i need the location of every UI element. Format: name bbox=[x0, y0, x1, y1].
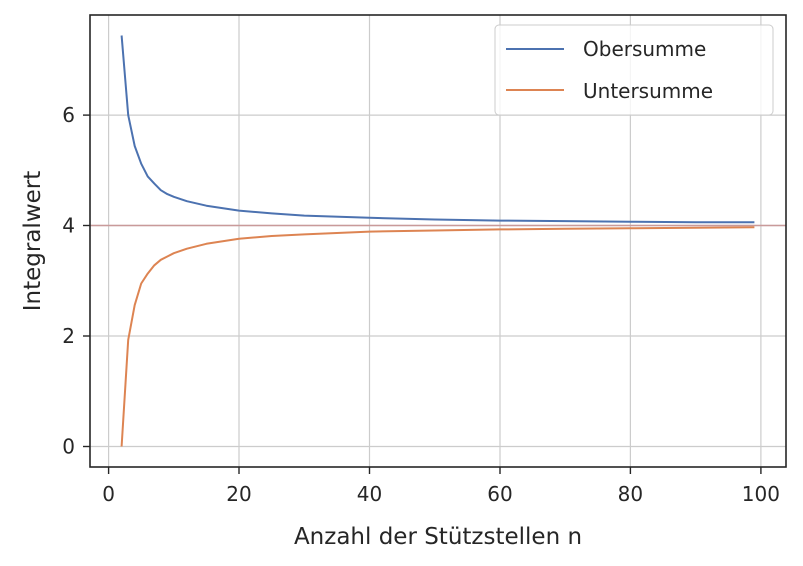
series-line-obersumme bbox=[120, 35, 755, 224]
y-tick-label: 6 bbox=[62, 103, 75, 127]
series-lines bbox=[120, 35, 755, 447]
legend-label-obersumme: Obersumme bbox=[583, 37, 706, 61]
plot-frame bbox=[89, 14, 787, 468]
legend-box bbox=[494, 24, 774, 116]
y-tick-label: 4 bbox=[62, 214, 75, 238]
x-tick-label: 20 bbox=[226, 482, 251, 506]
legend: Obersumme Untersumme bbox=[494, 24, 774, 116]
x-tick-label: 60 bbox=[487, 482, 512, 506]
x-tick-label: 40 bbox=[357, 482, 382, 506]
x-tick-label: 80 bbox=[618, 482, 643, 506]
y-tick-label: 2 bbox=[62, 324, 75, 348]
legend-label-untersumme: Untersumme bbox=[583, 79, 713, 103]
x-tick-label: 100 bbox=[742, 482, 780, 506]
x-axis-label: Anzahl der Stützstellen n bbox=[294, 524, 582, 550]
y-tick-label: 0 bbox=[62, 435, 75, 459]
y-axis-label: Integralwert bbox=[20, 171, 46, 312]
series-line-untersumme bbox=[120, 226, 755, 447]
x-axis-ticks: 0 20 40 60 80 100 bbox=[102, 467, 780, 506]
y-axis-ticks: 0 2 4 6 bbox=[62, 103, 90, 459]
x-tick-label: 0 bbox=[102, 482, 115, 506]
